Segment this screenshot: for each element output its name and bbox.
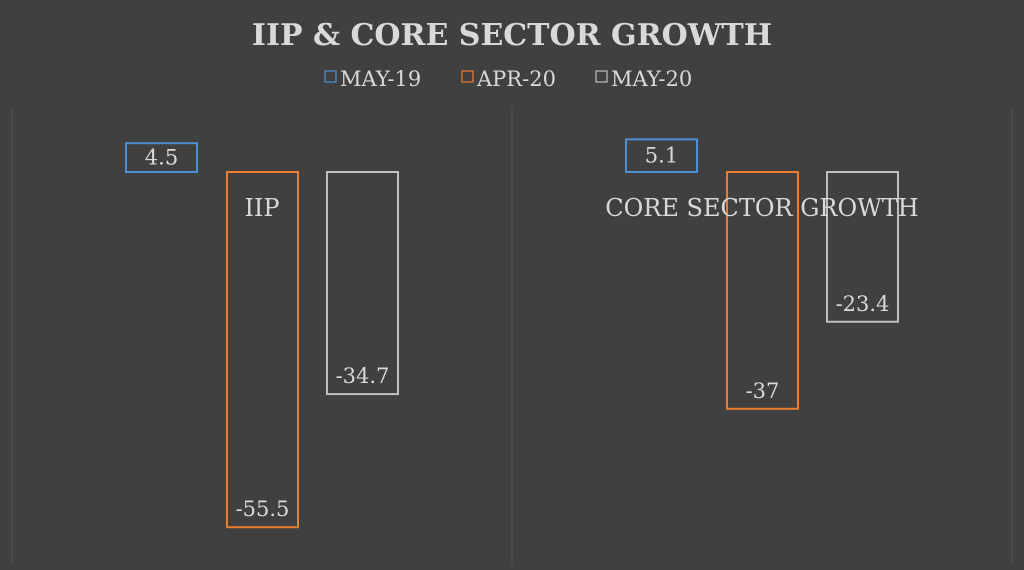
plot-dividers bbox=[11, 108, 1013, 565]
bars-layer bbox=[125, 138, 899, 529]
bar-1-1 bbox=[125, 142, 198, 173]
legend-swatch-2 bbox=[461, 70, 474, 83]
legend-label-3: MAY-20 bbox=[611, 67, 692, 91]
data-label-2-1: 5.1 bbox=[645, 144, 678, 168]
bar-2-1 bbox=[625, 138, 698, 173]
legend-swatch-3 bbox=[595, 70, 608, 83]
bar-1-3 bbox=[326, 171, 399, 396]
category-label-2: CORE SECTOR GROWTH bbox=[605, 194, 919, 222]
data-label-1-2: -55.5 bbox=[236, 497, 290, 521]
legend-label-1: MAY-19 bbox=[340, 67, 421, 91]
data-label-1-3: -34.7 bbox=[336, 364, 390, 388]
legend-swatch-1 bbox=[324, 70, 337, 83]
chart-title: IIP & CORE SECTOR GROWTH bbox=[252, 18, 772, 53]
data-label-2-3: -23.4 bbox=[836, 292, 890, 316]
category-label-1: IIP bbox=[244, 194, 279, 222]
bar-2-3 bbox=[826, 171, 899, 323]
data-label-2-2: -37 bbox=[746, 379, 780, 403]
data-label-1-1: 4.5 bbox=[145, 146, 178, 170]
legend-label-2: APR-20 bbox=[476, 67, 556, 91]
bar-2-2 bbox=[726, 171, 799, 410]
bar-1-2 bbox=[226, 171, 299, 529]
labels-layer: 4.5 -55.5 -34.7 IIP 5.1 -37 -23.4 CORE SECTOR G… bbox=[145, 144, 919, 522]
legend: MAY-19 APR-20 MAY-20 bbox=[324, 67, 692, 91]
